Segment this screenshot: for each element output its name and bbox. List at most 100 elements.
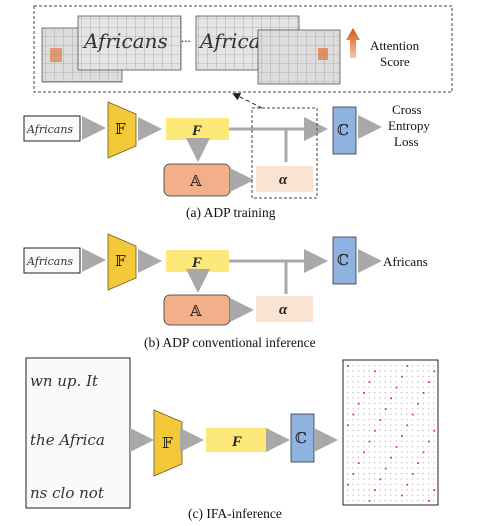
probability-dot	[384, 500, 386, 502]
probability-dot	[401, 408, 403, 410]
probability-dot	[379, 483, 381, 485]
probability-dot	[379, 386, 381, 388]
probability-dot	[357, 478, 359, 480]
output-b: Africans	[383, 254, 428, 269]
output-a-line2: Entropy	[388, 118, 430, 133]
probability-dot	[363, 462, 365, 464]
probability-dot	[384, 489, 386, 491]
probability-dot	[428, 408, 430, 410]
probability-dot	[428, 429, 430, 431]
probability-dot	[428, 392, 430, 394]
probability-dot	[374, 451, 376, 453]
probability-dot	[352, 370, 354, 372]
probability-dot	[357, 494, 359, 496]
probability-dot	[379, 370, 381, 372]
probability-dot	[368, 375, 370, 377]
probability-dot	[401, 392, 403, 394]
probability-dot	[352, 467, 354, 469]
probability-dot	[384, 381, 386, 383]
caption-b: (b) ADP conventional inference	[144, 335, 316, 350]
probability-dot	[347, 413, 349, 415]
probability-dot	[406, 424, 409, 427]
probability-dot	[422, 435, 424, 437]
probability-dot	[411, 375, 413, 377]
probability-dot	[406, 473, 408, 475]
probability-dot	[422, 483, 424, 485]
probability-dot	[379, 402, 381, 404]
probability-dot	[352, 429, 354, 431]
probability-dot	[379, 500, 381, 502]
attention-module-b: 𝔸	[163, 294, 231, 326]
probability-dot	[390, 456, 392, 459]
probability-dot	[363, 408, 365, 410]
probability-dot	[395, 489, 397, 491]
probability-dot	[352, 408, 354, 410]
probability-dot	[363, 429, 365, 431]
probability-dot	[395, 435, 397, 437]
probability-dot	[390, 429, 392, 431]
probability-dot	[347, 494, 349, 496]
probability-dot	[401, 381, 403, 383]
probability-dot	[417, 473, 419, 475]
probability-dot	[357, 456, 359, 458]
probability-dot	[347, 462, 349, 464]
page-line-3: ns clo not	[30, 484, 105, 502]
probability-dot	[357, 435, 359, 437]
probability-dot	[384, 467, 387, 470]
probability-dot	[368, 500, 371, 502]
feature-a: F	[166, 118, 229, 140]
probability-dot	[395, 408, 397, 410]
probability-dot	[401, 435, 403, 437]
probability-dot	[406, 402, 408, 404]
probability-dot	[368, 489, 370, 491]
probability-dot	[417, 370, 419, 372]
caption-c: (c) IFA-inference	[188, 506, 282, 521]
probability-dot	[411, 483, 413, 485]
probability-dot	[411, 386, 413, 388]
probability-dot	[379, 424, 381, 426]
probability-dot	[433, 402, 435, 404]
probability-dot	[379, 462, 381, 464]
probability-dot	[384, 392, 386, 394]
probability-dot	[433, 408, 435, 410]
attention-module-symbol-a: 𝔸	[189, 172, 202, 190]
attention-label-line1: Attention	[370, 38, 420, 53]
probability-dot	[368, 451, 370, 453]
probability-dot	[357, 408, 359, 410]
input-word-text-a: Africans	[26, 123, 73, 136]
encoder-a: 𝔽	[107, 101, 137, 159]
probability-dot	[395, 381, 397, 383]
probability-dot	[390, 462, 392, 464]
probability-dot	[428, 424, 430, 426]
probability-dot	[422, 451, 425, 454]
probability-dot	[433, 435, 435, 437]
probability-dot	[401, 419, 403, 421]
probability-dot	[422, 446, 424, 448]
probability-dot	[406, 478, 408, 480]
probability-dot	[384, 370, 386, 372]
probability-dot	[352, 483, 354, 485]
probability-dot	[428, 397, 430, 399]
probability-dot	[406, 440, 408, 442]
probability-dot	[384, 478, 386, 480]
probability-dot	[390, 489, 392, 491]
probability-dot	[401, 451, 403, 453]
probability-dot	[417, 467, 419, 469]
probability-dot	[357, 462, 360, 464]
probability-dot	[433, 429, 436, 432]
probability-dot	[411, 392, 413, 394]
probability-dot	[401, 429, 403, 431]
probability-dot	[363, 392, 365, 394]
probability-dot	[422, 413, 424, 415]
probability-dot	[395, 467, 397, 469]
probability-dot	[428, 500, 430, 502]
probability-dot	[406, 489, 408, 491]
probability-dot	[411, 402, 413, 404]
probability-dot	[401, 500, 403, 502]
probability-dot	[390, 375, 392, 377]
output-probability-map	[342, 359, 439, 506]
probability-dot	[433, 413, 435, 415]
probability-dot	[428, 375, 430, 377]
probability-dot	[357, 473, 359, 475]
probability-dot	[347, 446, 349, 448]
